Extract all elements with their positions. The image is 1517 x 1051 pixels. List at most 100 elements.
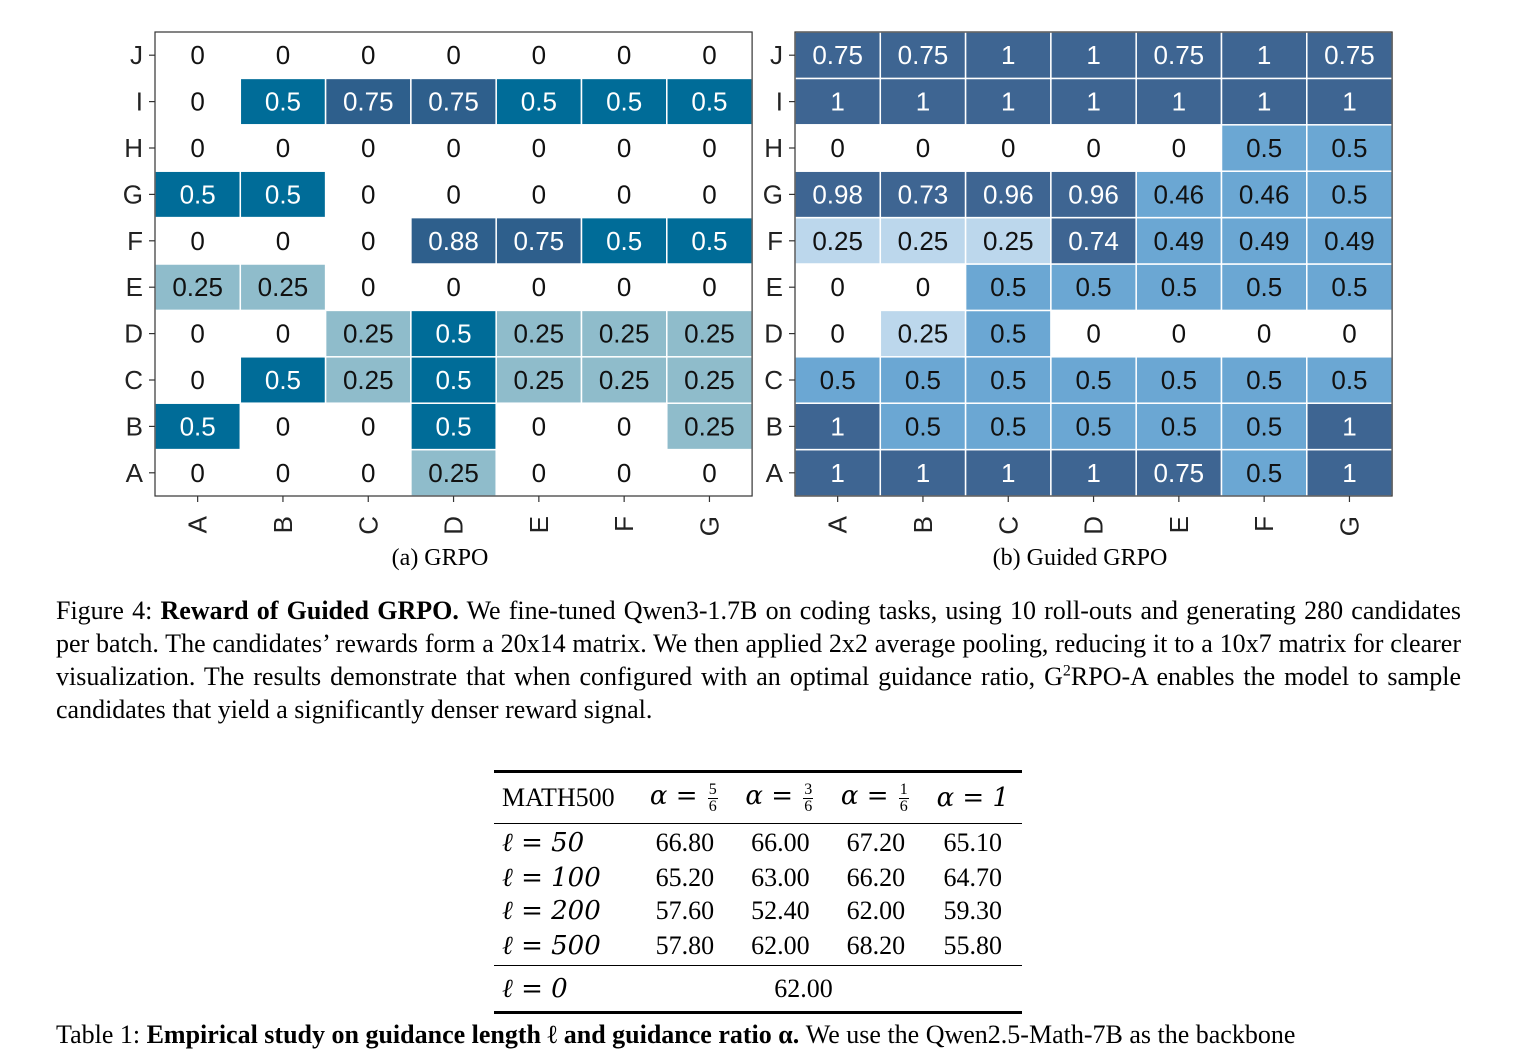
heatmap-cell <box>240 403 326 450</box>
heatmap-cell-label: 0.5 <box>691 226 727 256</box>
heatmap-cell <box>495 356 583 404</box>
heatmap-cell <box>794 216 882 265</box>
heatmap-cell <box>154 263 242 312</box>
heatmap-cell-label: 0.25 <box>684 411 735 441</box>
heatmap-cell <box>325 124 411 172</box>
heatmap-cell-label: 0 <box>276 319 290 349</box>
table-baseline-value: 62.00 <box>774 973 833 1003</box>
heatmap-cell-label: 0 <box>1257 319 1271 349</box>
heatmap-cell-label: 1 <box>1172 87 1186 117</box>
heatmap-cells: 1 1 1 1 0.75 0.5 1 1 0.5 0.5 0.5 0.5 0.5 1 0.5 0.5 0.5 0.… <box>794 31 1393 497</box>
heatmap-cell-label: 1 <box>1342 87 1356 117</box>
heatmap-cell <box>155 124 241 172</box>
heatmap-cell-label: 0.5 <box>1246 133 1282 163</box>
heatmap-cell-label: 0 <box>1086 319 1100 349</box>
heatmap-cell <box>496 32 582 79</box>
heatmap-cell <box>1050 216 1137 265</box>
heatmap-cell-label: 0 <box>702 458 716 488</box>
table-row-label: ℓ = 50 <box>502 827 585 858</box>
heatmap-cell-label: 0.25 <box>514 365 565 395</box>
heatmap-cell <box>879 77 967 126</box>
table-cell: 57.80 <box>655 931 715 961</box>
heatmap-cell <box>1135 77 1223 126</box>
heatmap-cell-label: 0 <box>1342 319 1356 349</box>
heatmap-cell <box>1306 448 1393 497</box>
heatmap-cell-label: 0 <box>361 411 375 441</box>
heatmap-cell-label: 0 <box>617 272 631 302</box>
x-tick-label: C <box>353 516 383 535</box>
heatmap-cell <box>324 77 412 126</box>
heatmap-cell-label: 0 <box>276 226 290 256</box>
heatmap-cell-label: 0.46 <box>1154 179 1205 209</box>
heatmap-cell <box>795 310 881 357</box>
heatmap-cell-label: 0.5 <box>1331 365 1367 395</box>
y-tick-label: E <box>766 272 783 302</box>
x-tick-label: G <box>1334 516 1364 536</box>
heatmap-cell-label: 0 <box>617 40 631 70</box>
heatmap-cell-label: 0.25 <box>514 319 565 349</box>
heatmap-cell-label: 0 <box>190 87 204 117</box>
heatmap-cell <box>155 449 241 496</box>
y-tick-label: C <box>764 365 783 395</box>
heatmap-cell <box>880 124 966 172</box>
heatmap-cell <box>580 309 668 358</box>
y-tick-label: G <box>763 179 783 209</box>
table-cell: 66.20 <box>846 863 906 892</box>
heatmap-cell-label: 0.5 <box>905 365 941 395</box>
heatmap-cell-label: 0.5 <box>1075 411 1111 441</box>
heatmap-guided-grpo: 1 1 1 1 0.75 0.5 1 1 0.5 0.5 0.5 0.5 0.5 1 0.5 0.5 0.5 0.… <box>763 31 1393 536</box>
heatmap-cell-label: 0.49 <box>1239 226 1290 256</box>
heatmap-cell <box>1050 124 1137 172</box>
y-tick-label: J <box>770 40 783 70</box>
heatmap-cell <box>581 124 667 172</box>
heatmap-cell <box>325 32 411 79</box>
heatmap-cell <box>964 263 1052 312</box>
heatmap-cell-label: 0.5 <box>435 365 471 395</box>
heatmap-cell-label: 0.5 <box>990 411 1026 441</box>
heatmap-cell <box>666 124 753 172</box>
x-tick-label: C <box>993 516 1023 535</box>
table-baseline-row: ℓ = 0 62.00 <box>494 965 1022 1013</box>
heatmap-cell-label: 0 <box>276 411 290 441</box>
heatmap-cell-label: 0.25 <box>898 226 949 256</box>
heatmap-cell-label: 0 <box>702 272 716 302</box>
heatmap-cell-label: 0 <box>617 458 631 488</box>
heatmap-cell-label: 0 <box>361 133 375 163</box>
heatmap-cell <box>325 449 411 496</box>
figure-caption-text-end: RPO-A enables the model to sample candid… <box>56 662 1461 724</box>
heatmap-cell <box>581 264 667 311</box>
heatmap-cell-label: 0.5 <box>180 179 216 209</box>
heatmap-cell-label: 0 <box>190 133 204 163</box>
heatmap-cell-label: 0.5 <box>180 411 216 441</box>
heatmap-cell <box>496 171 582 218</box>
table-caption: Table 1: Empirical study on guidance len… <box>56 1018 1461 1051</box>
table-cell: 62.00 <box>846 896 906 925</box>
heatmap-cell-label: 0 <box>1172 319 1186 349</box>
table-cell: 55.80 <box>943 931 1003 961</box>
heatmap-cell <box>1220 77 1308 126</box>
heatmap-cell-label: 0 <box>702 179 716 209</box>
heatmap-cell <box>495 77 583 126</box>
heatmap-cell <box>880 264 966 311</box>
y-tick-label: F <box>127 226 143 256</box>
heatmap-cell <box>240 449 326 496</box>
heatmap-cell-label: 0 <box>617 179 631 209</box>
heatmap-cell <box>155 356 241 404</box>
heatmap-cell-label: 1 <box>1001 87 1015 117</box>
x-tick-label: E <box>1164 516 1194 533</box>
heatmap-cell <box>794 402 882 451</box>
table-cell: 65.20 <box>655 863 715 892</box>
x-tick-label: G <box>694 516 724 536</box>
heatmap-cell <box>155 32 241 79</box>
heatmap-cell-label: 1 <box>1342 458 1356 488</box>
heatmap-cell-label: 0 <box>830 319 844 349</box>
heatmap-cell-label: 1 <box>1001 458 1015 488</box>
heatmap-cell <box>154 170 242 219</box>
heatmap-cell-label: 0.5 <box>1161 272 1197 302</box>
heatmap-cell-label: 0.5 <box>990 365 1026 395</box>
heatmap-cell <box>1306 170 1393 219</box>
heatmap-cell <box>155 310 241 357</box>
heatmap-cell-label: 0 <box>1086 133 1100 163</box>
